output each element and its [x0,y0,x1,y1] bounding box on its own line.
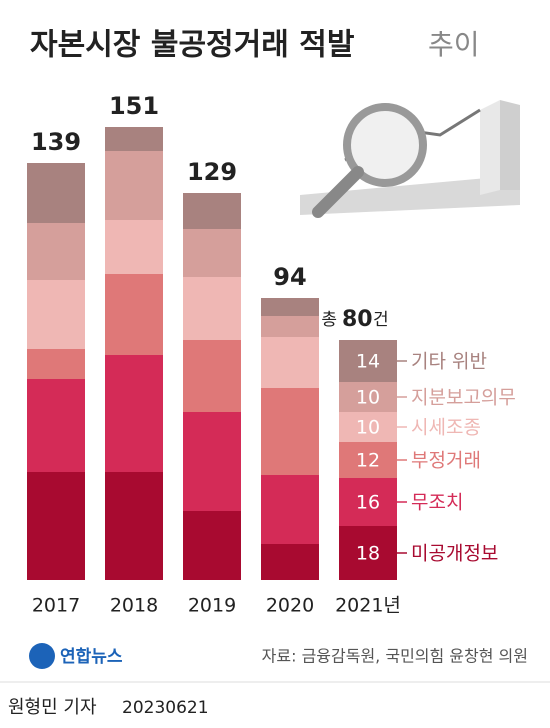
legend-label: 지분보고의무 [411,387,516,409]
bar-segment [27,163,85,223]
x-tick-label: 2020 [266,595,314,617]
bar-segment [261,298,319,316]
value-label: 10 [356,417,380,439]
total-label: 151 [109,92,159,120]
total-label: 139 [31,128,81,156]
illustration [300,100,520,218]
bar-segment [261,544,319,580]
bar-segment [261,316,319,337]
bar-segment [105,274,163,355]
bar-segment [339,526,397,580]
legend-label: 미공개정보 [411,543,498,565]
bar-segment [183,340,241,412]
bar-segment [339,478,397,526]
total-unit: 건 [373,310,389,330]
bar-segment [27,349,85,379]
bar-segment [27,379,85,472]
x-tick-label: 2018 [110,595,158,617]
x-tick-label: 2021년 [335,595,401,617]
bar-segment [105,355,163,472]
chart-title: 자본시장 불공정거래 적발 [30,28,355,63]
bar-segment [183,412,241,511]
bar-segment [105,220,163,274]
date: 20230621 [122,698,209,718]
bar-segment [183,229,241,277]
legend-label: 부정거래 [411,450,481,472]
bar-segment [183,193,241,229]
bar-segment [339,382,397,412]
bar-segment [261,475,319,544]
bar-segment [183,277,241,340]
value-label: 16 [356,492,380,514]
logo-icon [29,643,55,669]
bar-segment [261,388,319,475]
source: 자료: 금융감독원, 국민의힘 윤창현 의원 [262,647,528,666]
x-tick-label: 2019 [188,595,236,617]
legend-label: 시세조종 [411,417,481,439]
total-prefix: 총 [321,310,337,330]
value-label: 14 [356,351,380,373]
total-label: 94 [273,263,306,291]
bar-segment [261,337,319,388]
total-label: 80 [342,307,373,332]
bar-segment [339,442,397,478]
bar-segment [27,472,85,580]
x-tick-label: 2017 [32,595,80,617]
bar-segment [105,472,163,580]
total-label: 129 [187,158,237,186]
value-label: 18 [356,543,380,565]
bar-segment [27,223,85,280]
chart-title-suffix: 추이 [428,28,480,61]
logo: 연합뉴스 [60,646,123,667]
bar-segment [105,151,163,220]
bar-segment [339,340,397,382]
legend-label: 무조치 [411,492,463,514]
bar-segment [27,280,85,349]
bar-segment [183,511,241,580]
bar-segment [339,412,397,442]
legend-label: 기타 위반 [411,351,487,373]
reporter: 원형민 기자 [8,697,97,718]
value-label: 12 [356,450,380,472]
value-label: 10 [356,387,380,409]
bar-segment [105,127,163,151]
